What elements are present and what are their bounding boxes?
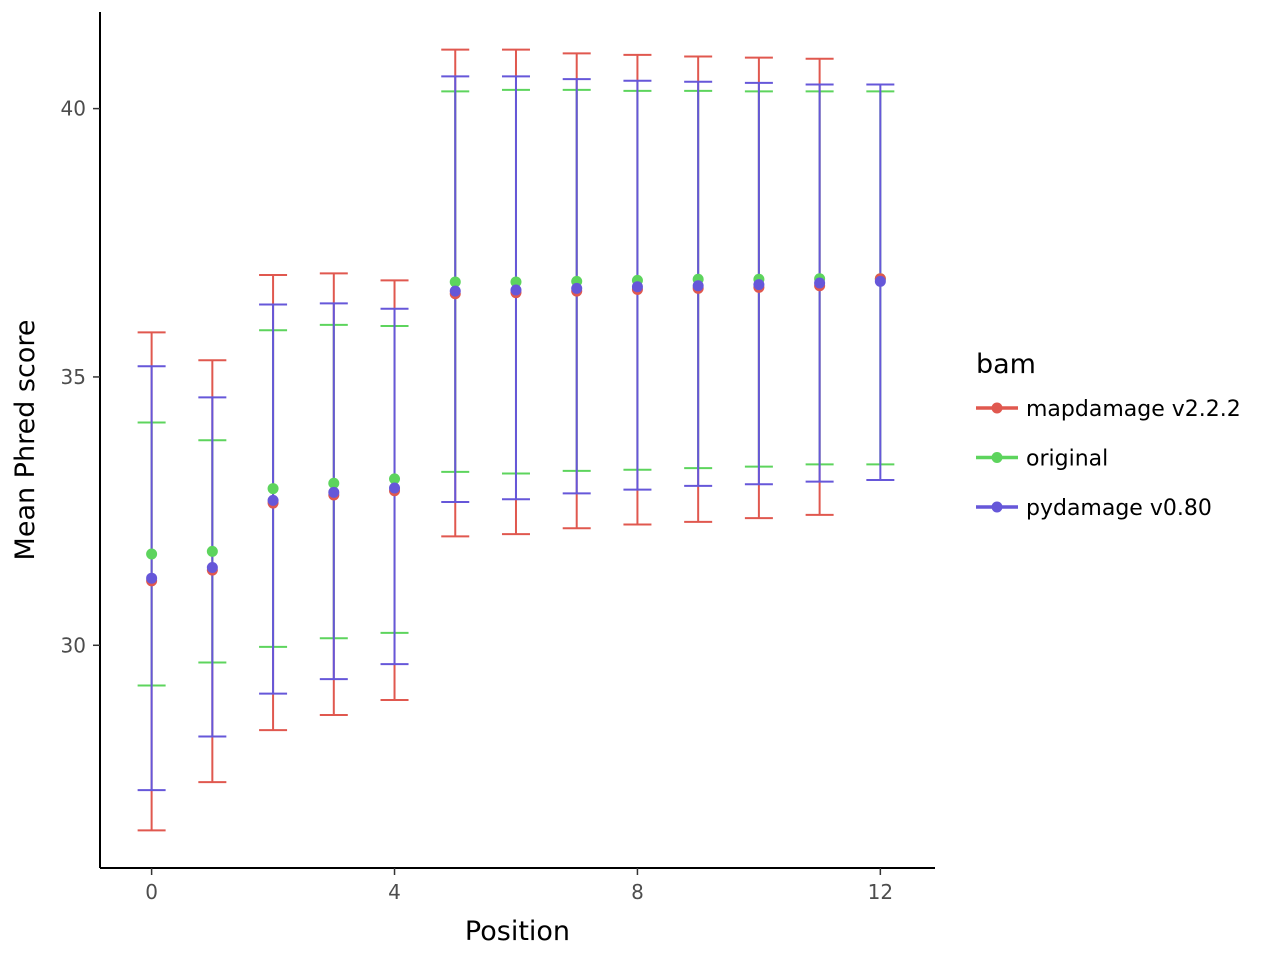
y-axis: 30 35 40 [61, 12, 101, 868]
data-point [267, 483, 279, 495]
data-point [206, 561, 218, 573]
x-tick-label: 8 [631, 880, 644, 904]
x-tick-label: 4 [388, 880, 401, 904]
y-tick-label: 40 [61, 97, 86, 121]
y-tick-label: 30 [61, 633, 86, 657]
data-point [146, 572, 158, 584]
y-axis-title: Mean Phred score [10, 320, 41, 561]
data-point [389, 473, 401, 485]
plot-area [137, 48, 895, 832]
legend-key-point [991, 501, 1003, 513]
data-point [510, 284, 522, 296]
data-point [449, 276, 461, 288]
data-point [510, 276, 522, 288]
x-axis-title: Position [465, 916, 570, 947]
legend-label: mapdamage v2.2.2 [1026, 397, 1241, 422]
data-point [571, 282, 583, 294]
legend-title: bam [976, 349, 1036, 380]
data-point [631, 281, 643, 293]
legend-label: pydamage v0.80 [1026, 496, 1212, 521]
legend-label: original [1026, 447, 1108, 472]
x-tick-label: 0 [145, 880, 158, 904]
legend-key-point [991, 402, 1003, 414]
data-point [389, 482, 401, 494]
data-point [146, 548, 158, 560]
legend: bam mapdamage v2.2.2 original pydamage v0.… [976, 349, 1241, 521]
y-tick-label: 35 [61, 365, 86, 389]
x-axis: 0 4 8 12 [100, 867, 935, 904]
data-point [206, 545, 218, 557]
legend-key-point [991, 452, 1003, 463]
data-point [449, 285, 461, 297]
data-point [328, 486, 340, 498]
data-point [814, 277, 826, 289]
x-tick-label: 12 [868, 880, 893, 904]
data-point [692, 280, 704, 292]
data-point [328, 477, 340, 489]
data-point [874, 275, 886, 287]
data-point [267, 494, 279, 506]
data-point [753, 279, 765, 291]
